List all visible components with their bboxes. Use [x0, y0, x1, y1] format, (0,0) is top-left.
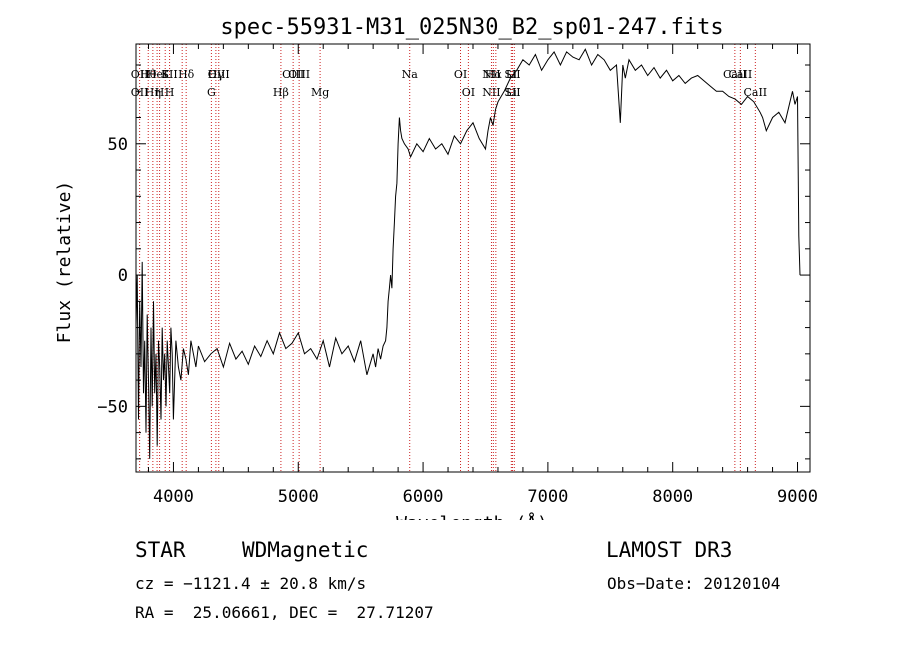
x-tick-label: 5000	[278, 487, 319, 507]
x-tick-label: 6000	[403, 487, 444, 507]
line-label: CaII	[729, 68, 753, 81]
line-label: OIII	[288, 68, 310, 81]
line-label: G	[207, 86, 216, 99]
y-axis: −50 0 50	[97, 64, 810, 460]
line-label: OII	[131, 68, 149, 81]
line-label: K	[161, 68, 170, 81]
line-label: H	[155, 86, 165, 99]
line-label: CaII	[743, 86, 767, 99]
line-label: Hα	[485, 68, 503, 81]
x-axis: 4000 5000 6000 7000 8000 9000	[147, 44, 818, 507]
line-label: Hθ	[140, 68, 157, 81]
line-label: CaII	[723, 68, 747, 81]
x-tick-label: 7000	[527, 487, 568, 507]
line-label: SII	[504, 86, 520, 99]
line-label: OI	[462, 86, 475, 99]
chart-title: spec-55931-M31_025N30_B2_sp01-247.fits	[220, 15, 723, 40]
object-class: STAR	[135, 538, 186, 562]
survey-name: LAMOST DR3	[606, 538, 733, 562]
line-label: Li	[506, 68, 517, 81]
line-label: OII	[131, 86, 149, 99]
redshift-cz: cz = −1121.4 ± 20.8 km/s	[135, 574, 367, 593]
line-label: Hβ	[273, 86, 289, 99]
x-tick-label: 4000	[153, 487, 194, 507]
line-label: Hη	[145, 86, 161, 99]
line-label: NII	[482, 86, 500, 99]
line-label: H	[165, 86, 175, 99]
x-axis-label: Wavelength (Å)	[396, 512, 548, 520]
y-tick-label: −50	[97, 397, 128, 417]
line-label: NII	[482, 68, 500, 81]
line-label: OI	[454, 68, 467, 81]
line-label: SII	[161, 68, 177, 81]
x-tick-label: 8000	[652, 487, 693, 507]
spectrum-line	[135, 48, 801, 459]
spectrum-chart: spec-55931-M31_025N30_B2_sp01-247.fits O…	[54, 15, 818, 520]
line-label: Mg	[311, 86, 329, 99]
line-label: OIII	[208, 68, 230, 81]
emission-lines	[139, 44, 756, 472]
line-label: Hγ	[208, 68, 225, 81]
line-label: HeI	[147, 68, 167, 81]
line-label: SII	[504, 68, 520, 81]
line-labels: OIIOIIHθHηHeIHKSIIHHδGHγOIIIHβOIIIOIIIMg…	[131, 68, 767, 99]
line-label: Hδ	[178, 68, 195, 81]
x-tick-label: 9000	[777, 487, 818, 507]
y-tick-label: 0	[118, 266, 128, 286]
line-label: Na	[402, 68, 419, 81]
object-subclass: WDMagnetic	[242, 538, 369, 562]
plot-frame	[135, 43, 811, 473]
y-tick-label: 50	[108, 135, 128, 155]
line-label: Li	[506, 86, 517, 99]
y-axis-label: Flux (relative)	[54, 181, 75, 344]
line-label: OIII	[282, 68, 304, 81]
ra-dec: RA = 25.06661, DEC = 27.71207	[135, 603, 434, 622]
observation-date: Obs−Date: 20120104	[607, 574, 781, 593]
